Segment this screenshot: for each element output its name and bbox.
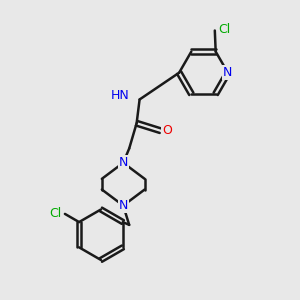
Text: N: N bbox=[118, 199, 128, 212]
Text: N: N bbox=[223, 66, 232, 79]
Text: Cl: Cl bbox=[218, 22, 230, 35]
Text: HN: HN bbox=[110, 89, 129, 102]
Text: N: N bbox=[118, 156, 128, 169]
Text: Cl: Cl bbox=[50, 207, 62, 220]
Text: O: O bbox=[162, 124, 172, 137]
